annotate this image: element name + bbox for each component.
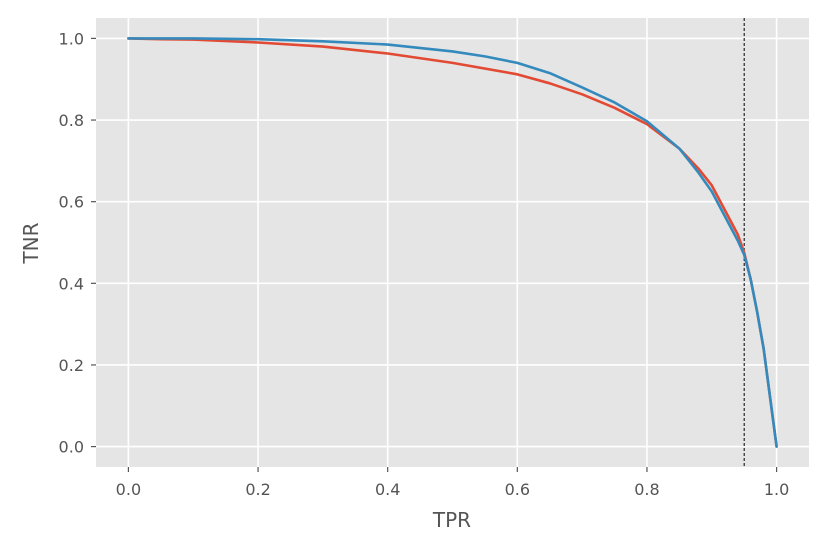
x-tick-label: 1.0	[764, 480, 789, 499]
plot-background	[96, 18, 809, 467]
y-tick-labels: 0.0 0.2 0.4 0.6 0.8 1.0	[59, 29, 96, 457]
x-tick-label: 0.2	[245, 480, 270, 499]
series-group	[127, 37, 778, 448]
y-tick-label: 0.6	[59, 193, 84, 212]
x-tick-labels: 0.0 0.2 0.4 0.6 0.8 1.0	[116, 467, 789, 499]
y-tick-label: 0.8	[59, 111, 84, 130]
x-tick-label: 0.0	[116, 480, 141, 499]
x-tick-label: 0.4	[375, 480, 400, 499]
y-axis-title: TNR	[19, 222, 43, 264]
y-tick-label: 1.0	[59, 29, 84, 48]
y-tick-label: 0.2	[59, 356, 84, 375]
y-tick-label: 0.4	[59, 274, 84, 293]
y-tick-label: 0.0	[59, 438, 84, 457]
series-line-2	[127, 37, 778, 448]
x-axis-title: TPR	[432, 508, 471, 532]
x-tick-label: 0.8	[634, 480, 659, 499]
x-tick-label: 0.6	[505, 480, 530, 499]
